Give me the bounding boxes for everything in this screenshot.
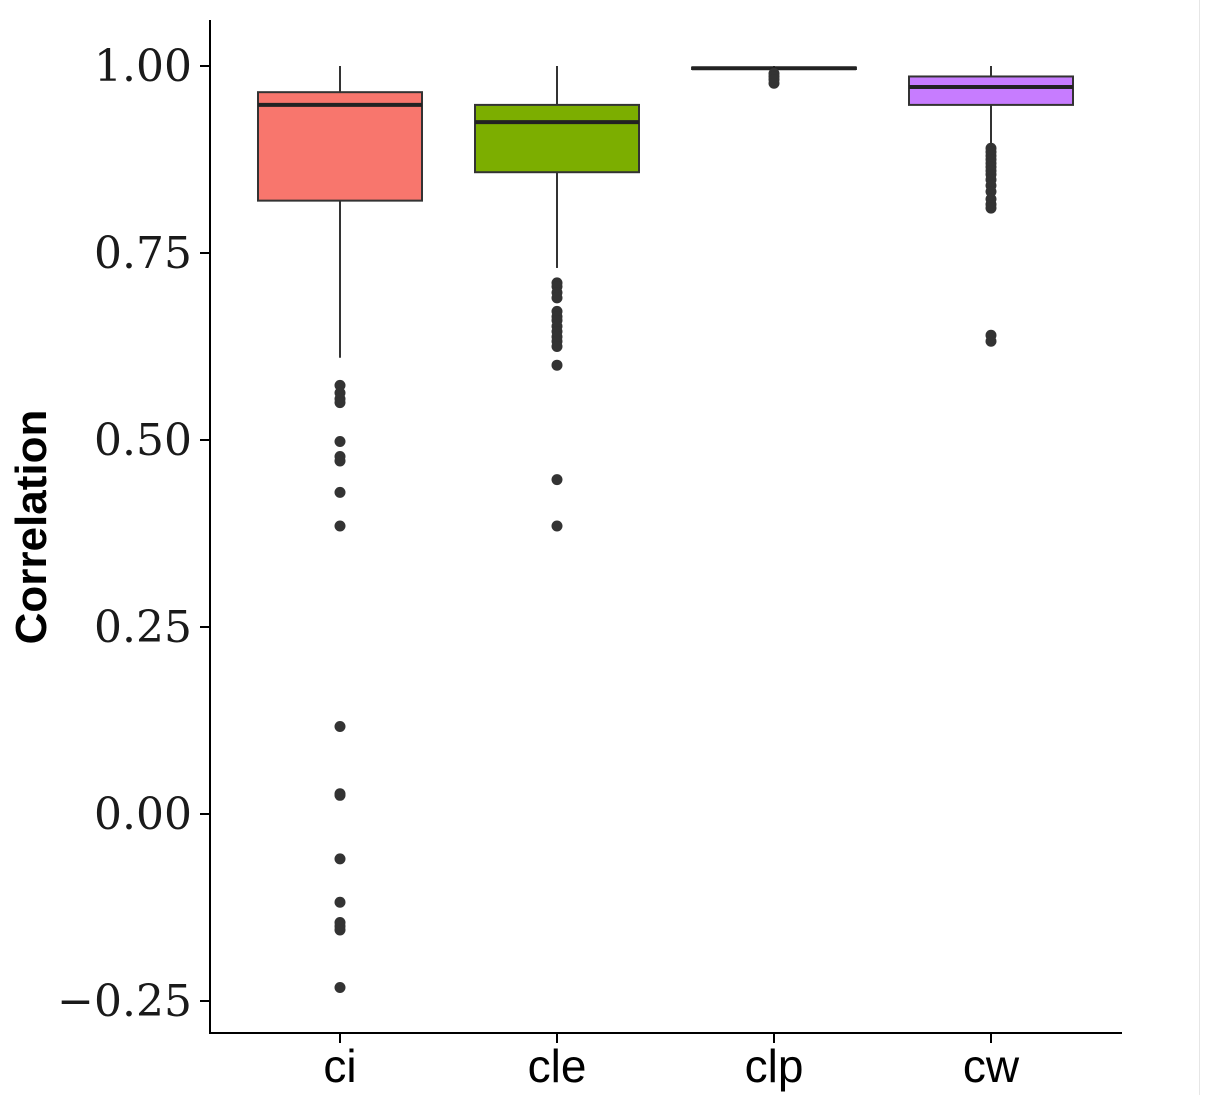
right-edge-divider xyxy=(1199,0,1200,1095)
outlier-point xyxy=(334,720,346,732)
x-tick-label: clp xyxy=(745,1040,804,1092)
axes xyxy=(209,20,1122,1034)
y-axis-title: Correlation xyxy=(7,410,56,645)
box-clp xyxy=(691,66,857,89)
outlier-point xyxy=(551,474,563,486)
box-body xyxy=(257,91,423,202)
outlier-point xyxy=(551,292,563,304)
outlier-point xyxy=(551,520,563,532)
box-cw xyxy=(908,66,1074,347)
boxes xyxy=(257,66,1074,994)
outlier-point xyxy=(768,77,780,89)
box-body xyxy=(908,75,1074,106)
outlier-point xyxy=(334,435,346,447)
x-tick-label: cle xyxy=(528,1040,587,1092)
outlier-point xyxy=(334,397,346,409)
y-tick-label: −0.25 xyxy=(57,976,192,1027)
outlier-point xyxy=(334,896,346,908)
outlier-point xyxy=(334,789,346,801)
y-tick-label: 0.75 xyxy=(94,228,192,279)
outlier-point xyxy=(334,455,346,467)
outlier-point xyxy=(985,202,997,214)
box-body xyxy=(474,103,640,174)
y-tick-label: 1.00 xyxy=(94,41,192,92)
y-ticks: 1.00 0.75 0.50 0.25 0.00 −0.25 xyxy=(57,41,210,1027)
box-cle xyxy=(474,66,640,532)
x-ticks: ci cle clp cw xyxy=(323,1033,1020,1092)
x-tick-label: cw xyxy=(963,1040,1020,1092)
outlier-point xyxy=(334,520,346,532)
y-tick-label: 0.00 xyxy=(94,789,192,840)
y-tick-label: 0.25 xyxy=(94,602,192,653)
x-tick-label: ci xyxy=(323,1040,356,1092)
outlier-point xyxy=(334,982,346,994)
y-tick-label: 0.50 xyxy=(94,415,192,466)
outlier-point xyxy=(985,335,997,347)
outlier-point xyxy=(551,341,563,352)
outlier-point xyxy=(551,359,563,371)
outlier-point xyxy=(334,853,346,865)
outlier-point xyxy=(334,486,346,498)
box-ci xyxy=(257,66,423,994)
outlier-point xyxy=(334,924,346,936)
